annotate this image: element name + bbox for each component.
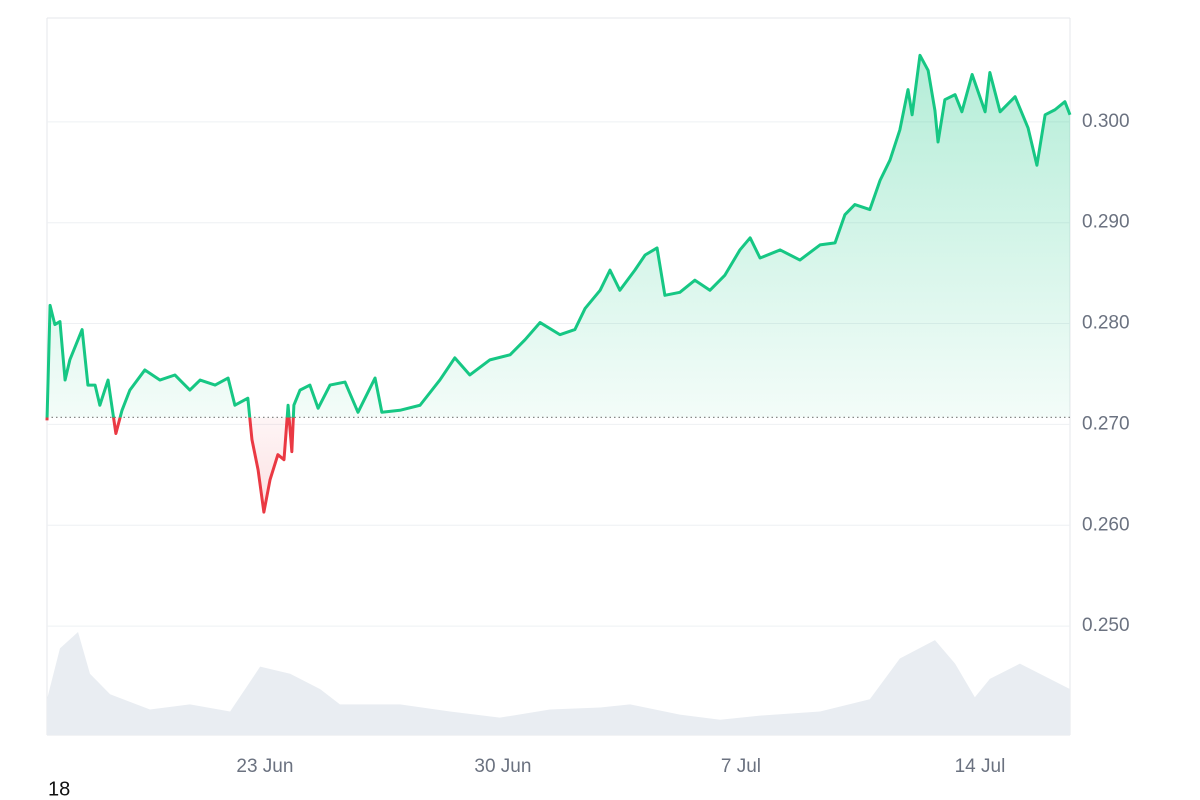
y-tick-label: 0.300 <box>1082 111 1130 132</box>
y-tick-label: 0.290 <box>1082 212 1130 233</box>
x-tick-label: 23 Jun <box>236 756 293 777</box>
volume-area <box>47 632 1070 735</box>
y-tick-label: 0.270 <box>1082 413 1130 434</box>
x-tick-label: 14 Jul <box>955 756 1006 777</box>
y-tick-label: 0.250 <box>1082 615 1130 636</box>
corner-label: 18 <box>48 778 70 800</box>
price-area <box>47 55 1070 513</box>
y-tick-label: 0.280 <box>1082 313 1130 334</box>
y-tick-label: 0.260 <box>1082 514 1130 535</box>
x-tick-label: 7 Jul <box>721 756 761 777</box>
x-tick-label: 30 Jun <box>474 756 531 777</box>
price-line <box>45 53 1072 514</box>
